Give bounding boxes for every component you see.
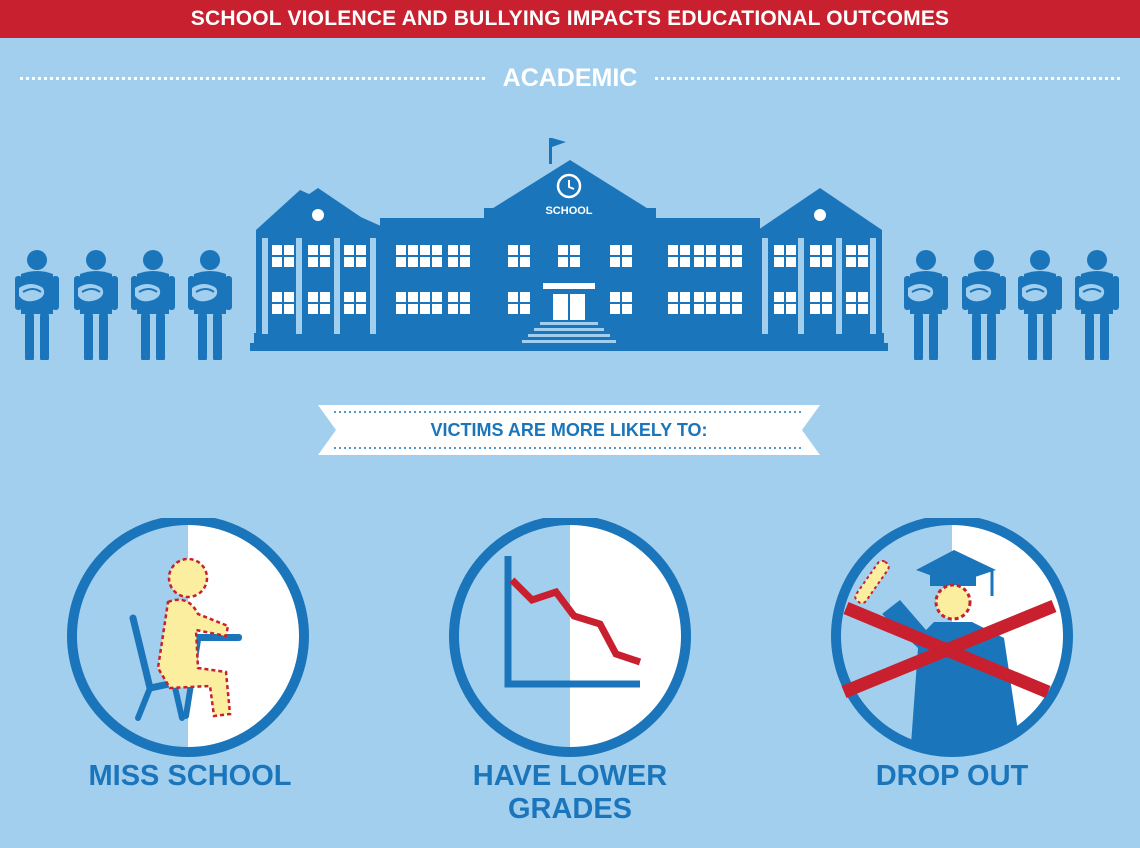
- outcome-drop-out: [822, 518, 1082, 758]
- declining-chart-icon: [449, 518, 691, 757]
- section-label: ACADEMIC: [502, 63, 638, 92]
- ribbon-label: VICTIMS ARE MORE LIKELY TO:: [318, 405, 820, 455]
- ribbon-text: VICTIMS ARE MORE LIKELY TO:: [430, 419, 708, 440]
- title-banner: SCHOOL VIOLENCE AND BULLYING IMPACTS EDU…: [0, 0, 1140, 38]
- school-building-icon: SCHOOL: [250, 138, 888, 351]
- outcome-label-miss-school: MISS SCHOOL: [88, 760, 292, 792]
- student-at-desk-icon: [67, 518, 309, 757]
- school-sign: SCHOOL: [545, 205, 592, 217]
- banner-title: SCHOOL VIOLENCE AND BULLYING IMPACTS EDU…: [190, 7, 950, 30]
- outcome-label-drop-out: DROP OUT: [875, 760, 1029, 792]
- ribbon-banner: [318, 405, 820, 455]
- outcome-label-lower-grades: HAVE LOWER GRADES: [472, 760, 668, 825]
- school-scene: SCHOOL: [14, 138, 1120, 360]
- dotted-divider: [20, 76, 485, 80]
- dotted-divider: [655, 76, 1120, 80]
- outcome-miss-school: [58, 518, 318, 758]
- students-right: [903, 249, 1120, 360]
- section-header: ACADEMIC: [20, 63, 1120, 93]
- outcome-lower-grades: [440, 518, 700, 758]
- students-left: [14, 249, 233, 360]
- crossed-graduate-icon: [831, 518, 1073, 757]
